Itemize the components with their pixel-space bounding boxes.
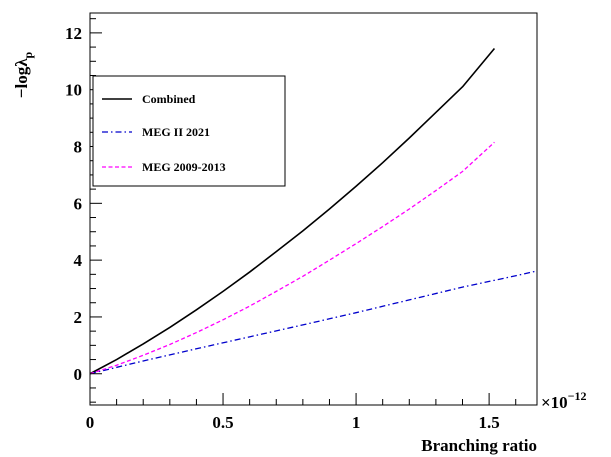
legend: Combined MEG II 2021 MEG 2009-2013 xyxy=(92,75,286,187)
x-tick-label: 1.5 xyxy=(478,413,499,432)
legend-label-combined: Combined xyxy=(142,92,196,106)
x-tick-label: 1 xyxy=(352,413,361,432)
plot-frame xyxy=(89,12,538,406)
y-tick-label: 12 xyxy=(65,24,82,43)
legend-box xyxy=(92,75,286,187)
x-axis: 0 0.5 1 1.5 xyxy=(86,393,517,432)
x-tick-label: 0.5 xyxy=(212,413,233,432)
series-line-1 xyxy=(89,270,538,375)
legend-label-meg: MEG 2009-2013 xyxy=(142,160,226,174)
y-tick-label: 8 xyxy=(74,138,83,157)
legend-label-meg2: MEG II 2021 xyxy=(142,125,210,139)
y-tick-label: 4 xyxy=(74,251,83,270)
series-layer xyxy=(89,47,538,375)
x-axis-multiplier: ×10−12 xyxy=(541,389,587,412)
y-tick-label: 6 xyxy=(74,194,83,213)
y-tick-label: 0 xyxy=(74,365,83,384)
x-tick-label: 0 xyxy=(86,413,95,432)
y-axis: 0 2 4 6 8 10 12 xyxy=(65,18,102,403)
y-axis-title: −logλp xyxy=(12,51,35,98)
y-tick-label: 2 xyxy=(74,308,83,327)
series-line-0 xyxy=(89,47,496,375)
x-axis-title: Branching ratio xyxy=(421,436,537,455)
y-tick-label: 10 xyxy=(65,81,82,100)
